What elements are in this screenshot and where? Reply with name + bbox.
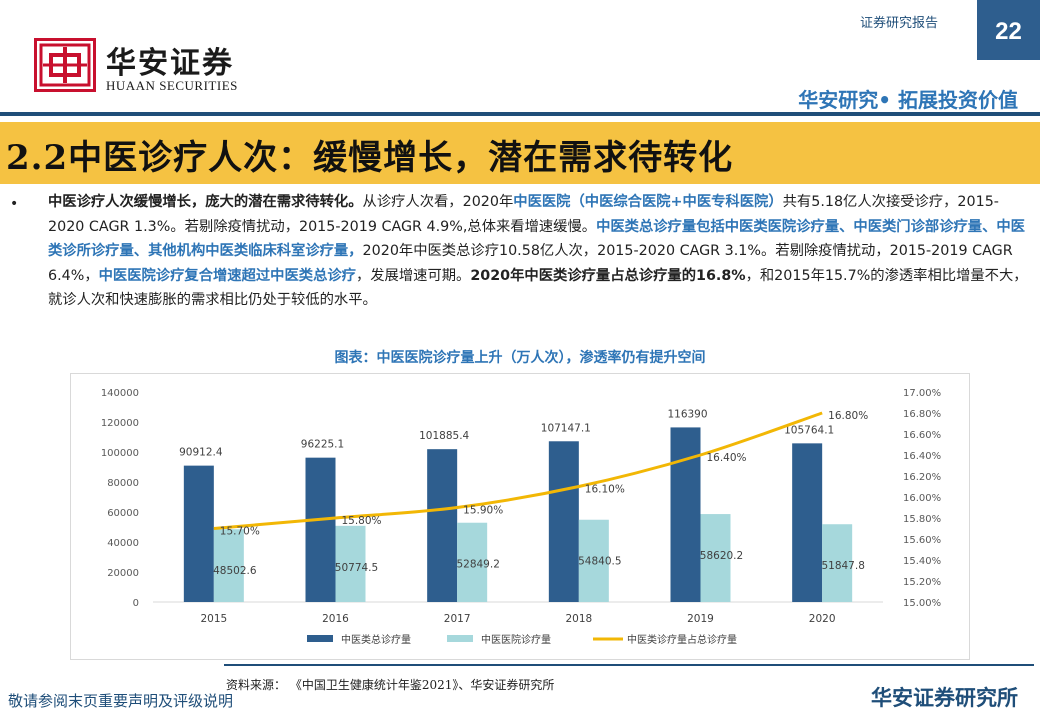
footer-brand: 华安证券研究所 [871, 686, 1018, 710]
y-left-tick-label: 60000 [107, 508, 139, 519]
x-tick-label: 2017 [444, 613, 471, 625]
y-left-tick-label: 20000 [107, 568, 139, 579]
section-title: 2.2中医诊疗人次：缓慢增长，潜在需求待转化 [6, 138, 734, 178]
chart-svg: 0 20000 40000 60000 80000 100000 120000 140000 1… [101, 388, 941, 646]
data-label-hospital: 51847.8 [821, 560, 864, 572]
y-right-tick-label: 15.00% [903, 598, 941, 609]
y-right-tick-label: 16.00% [903, 493, 941, 504]
bar-total-visits [792, 443, 823, 602]
company-logo-text: 华安证券 [106, 46, 234, 81]
x-tick-label: 2020 [809, 613, 836, 625]
bar-total-visits [305, 457, 336, 602]
para-highlight: 中医类总诊疗量包括中医类医院诊疗量、中医类门诊部诊疗量、中医类诊所诊疗量、其他机… [48, 218, 1025, 260]
para-lead: 中医诊疗人次缓慢增长，庞大的潜在需求待转化。 [48, 194, 363, 210]
y-left-tick-label: 140000 [101, 388, 139, 399]
data-label-hospital: 48502.6 [213, 565, 257, 577]
bar-total-visits [427, 449, 458, 602]
bar-total-visits [670, 427, 701, 602]
data-label-hospital: 52849.2 [456, 559, 499, 571]
data-label-rate: 16.80% [828, 410, 868, 422]
y-left-tick-label: 40000 [107, 538, 139, 549]
data-label-hospital: 50774.5 [335, 562, 378, 574]
legend-label: 中医医院诊疗量 [481, 633, 551, 646]
y-right-tick-label: 16.20% [903, 472, 941, 483]
y-right-tick-label: 16.80% [903, 409, 941, 420]
data-label-total: 107147.1 [541, 422, 591, 434]
chart-frame: 0 20000 40000 60000 80000 100000 120000 140000 1… [70, 373, 970, 660]
data-label-total: 116390 [667, 408, 707, 420]
bar-hospital-visits [578, 519, 609, 602]
source-divider [224, 664, 1034, 666]
para-text: ，和2015年15.7%的渗透率相比增量不大，就诊人次和快速膨胀的需求相比仍处于… [48, 267, 1028, 309]
y-right-tick-label: 17.00% [903, 388, 941, 399]
report-type-label: 证券研究报告 [860, 16, 939, 31]
bar-hospital-visits [213, 529, 244, 602]
para-text: 共有5.18亿人次接受诊疗，2015-2020 CAGR 1.3%。若剔除疫情扰… [48, 194, 999, 235]
data-label-hospital: 54840.5 [578, 556, 621, 568]
header-slogan: 华安研究• 拓展投资价值 [798, 88, 1018, 112]
page-number: 22 [977, 0, 1040, 60]
y-right-tick-label: 16.40% [903, 451, 941, 462]
header-divider [0, 112, 1040, 116]
para-highlight: 中医医院（中医综合医院+中医专科医院） [513, 194, 783, 210]
source-note: 资料来源： 《中国卫生健康统计年鉴2021》、华安证券研究所 [226, 678, 555, 692]
para-text: 从诊疗人次看，2020年 [362, 194, 514, 210]
data-label-hospital: 58620.2 [700, 550, 743, 562]
line-penetration-rate [213, 411, 823, 530]
data-label-total: 96225.1 [301, 439, 344, 451]
company-logo-english: HUAAN SECURITIES [106, 78, 238, 93]
bar-hospital-visits [700, 514, 731, 602]
x-tick-label: 2016 [322, 613, 349, 625]
legend-swatch [447, 635, 473, 642]
section-title-bar [0, 122, 1040, 184]
y-left-tick-label: 100000 [101, 448, 139, 459]
y-right-tick-label: 16.60% [903, 430, 941, 441]
x-tick-label: 2015 [200, 613, 227, 625]
bar-hospital-visits [457, 522, 488, 602]
data-label-total: 90912.4 [179, 447, 223, 459]
para-text: ，发展增速可期。 [355, 267, 471, 284]
y-left-tick-label: 0 [133, 598, 139, 609]
bullet-icon: • [10, 196, 19, 212]
chart-heading: 图表：中医医院诊疗量上升（万人次），渗透率仍有提升空间 [334, 350, 706, 366]
y-left-tick-label: 120000 [101, 418, 139, 429]
bar-total-visits [183, 465, 214, 602]
para-highlight: 中医医院诊疗复合增速超过中医类总诊疗 [98, 267, 356, 284]
huaan-seal-logo-icon [34, 38, 96, 92]
x-tick-label: 2018 [565, 613, 592, 625]
body-paragraph: 中医诊疗人次缓慢增长，庞大的潜在需求待转化。从诊疗人次看，2020年中医医院（中… [48, 190, 1030, 313]
data-label-rate: 15.70% [220, 526, 260, 538]
y-right-tick-label: 15.60% [903, 535, 941, 546]
y-right-tick-label: 15.20% [903, 577, 941, 588]
x-tick-label: 2019 [687, 613, 714, 625]
bar-total-visits [548, 441, 579, 602]
y-left-tick-label: 80000 [107, 478, 139, 489]
data-label-total: 101885.4 [419, 430, 469, 442]
para-bold: 2020年中医类诊疗量占总诊疗量的16.8% [470, 267, 746, 284]
legend-label: 中医类总诊疗量 [341, 633, 411, 646]
data-label-rate: 16.40% [706, 452, 746, 464]
para-text: 2020年中医类总诊疗10.58亿人次，2015-2020 CAGR 3.1%。… [48, 243, 1013, 284]
data-label-total: 105764.1 [784, 424, 834, 436]
disclaimer-link[interactable]: 敬请参阅末页重要声明及评级说明 [8, 692, 234, 710]
data-label-rate: 15.80% [341, 515, 381, 527]
y-right-tick-label: 15.80% [903, 514, 941, 525]
data-label-rate: 16.10% [585, 484, 625, 496]
legend-label: 中医类诊疗量占总诊疗量 [627, 633, 737, 646]
data-label-rate: 15.90% [463, 505, 503, 517]
legend-swatch [307, 635, 333, 642]
bar-hospital-visits [822, 524, 853, 602]
bar-hospital-visits [335, 525, 366, 602]
y-right-tick-label: 15.40% [903, 556, 941, 567]
